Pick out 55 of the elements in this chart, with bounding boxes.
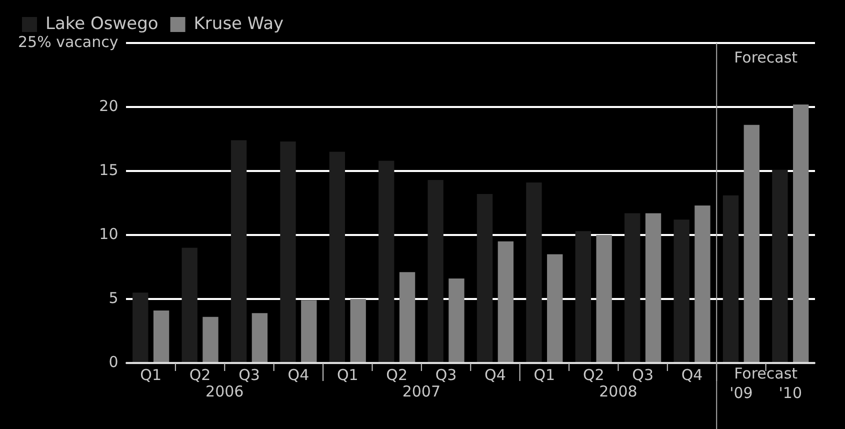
x-tick-label: Q3 [435, 366, 457, 384]
legend-label: Kruse Way [194, 14, 284, 34]
y-tick-label: 15 [99, 160, 118, 179]
bar [202, 316, 218, 362]
x-tick-label: Q2 [189, 366, 211, 384]
bar [624, 213, 640, 362]
bar [722, 195, 739, 362]
bar [230, 140, 247, 362]
bar [645, 213, 662, 362]
bar [182, 248, 198, 362]
x-tick-label: Q2 [582, 366, 604, 384]
bar [329, 152, 346, 362]
ref-line-label: Forecast [734, 364, 798, 382]
bar [301, 300, 317, 362]
x-tick-label: Q4 [681, 366, 703, 384]
x-tick-label: Q1 [534, 366, 556, 384]
y-tick-label: 0 [108, 352, 118, 371]
bar [153, 310, 170, 362]
bar [252, 313, 268, 362]
legend-label: Lake Oswego [46, 14, 158, 34]
y-tick-label: 10 [99, 224, 118, 243]
text: 2006 [206, 382, 244, 400]
x-tick-label: '09 [730, 384, 753, 402]
x-tick-label: Q1 [140, 366, 162, 384]
x-tick-label: Q3 [632, 366, 654, 384]
bar [793, 104, 809, 362]
y-tick-label: 25% vacancy [18, 32, 118, 51]
bar [744, 124, 760, 362]
bar [350, 299, 366, 362]
bar [674, 220, 690, 362]
x-tick-label: Q4 [288, 366, 310, 384]
bar [399, 272, 416, 362]
bar [378, 160, 394, 362]
x-tick-label: Q3 [238, 366, 260, 384]
bar [547, 254, 563, 362]
bar [428, 180, 444, 362]
bar [132, 292, 148, 362]
x-tick-label: Q4 [484, 366, 506, 384]
bar [476, 194, 493, 362]
bar [280, 142, 296, 362]
annotation: Forecast [734, 48, 798, 66]
bar [526, 182, 542, 362]
text: 2007 [402, 382, 441, 400]
x-tick-label: Q1 [336, 366, 358, 384]
x-tick-label: Q2 [386, 366, 408, 384]
bar [694, 206, 710, 362]
x-tick-label: '10 [778, 384, 802, 402]
bar [498, 241, 514, 362]
bar [772, 170, 788, 362]
y-tick-label: 20 [99, 96, 118, 115]
text: 2008 [599, 382, 638, 400]
bar [575, 231, 591, 362]
bar [448, 278, 464, 362]
bar [596, 235, 612, 362]
y-tick-label: 5 [108, 288, 118, 307]
